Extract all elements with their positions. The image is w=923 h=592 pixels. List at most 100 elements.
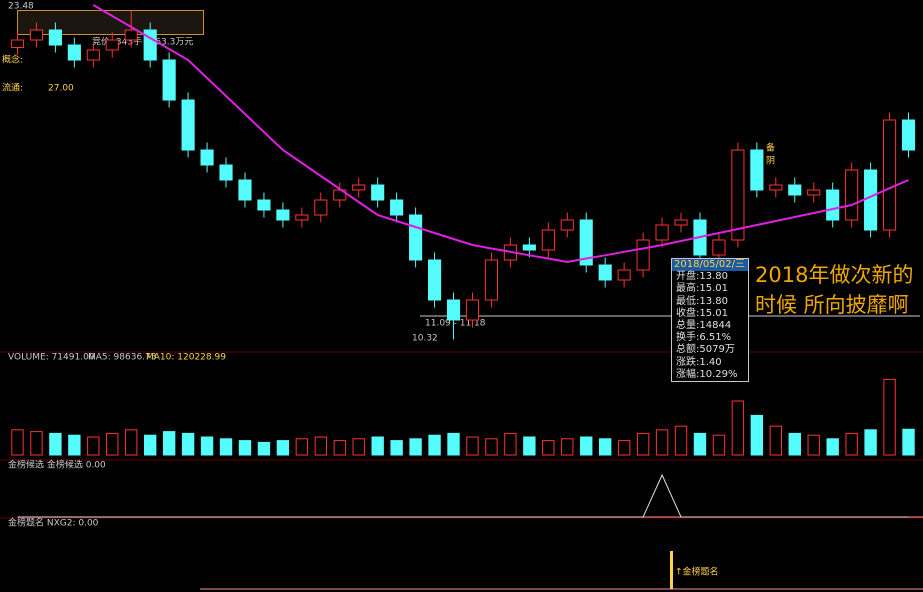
volume-bar	[599, 438, 612, 456]
mark-label: 备	[766, 142, 775, 154]
tooltip-row: 总量:14844	[676, 320, 732, 332]
tooltip-row: 最高:15.01	[676, 283, 728, 295]
candle-body	[314, 199, 328, 216]
tooltip-rows: 开盘:13.80 最高:15.01 最低:13.80 收盘:15.01 总量:14844…	[672, 271, 748, 381]
volume-bar	[333, 440, 346, 456]
candle-body	[352, 184, 366, 191]
candle-body	[124, 29, 138, 41]
volume-bar	[428, 434, 441, 456]
candle-body	[200, 149, 214, 166]
volume-header: MA10: 120228.99	[146, 353, 226, 363]
volume-bar	[219, 438, 233, 456]
low-label: 10.32	[412, 334, 438, 344]
volume-bar	[409, 438, 422, 456]
volume-bar	[466, 436, 479, 456]
signal-bar	[670, 551, 673, 589]
volume-bar	[826, 438, 839, 456]
candle-body	[67, 44, 81, 61]
candle-body	[617, 269, 631, 281]
volume-bar	[504, 432, 517, 456]
volume-bar	[352, 438, 365, 456]
panel-header: 金榜题名 NXG2: 0.00	[8, 517, 99, 529]
signal-line	[17, 473, 909, 518]
volume-bar	[523, 436, 536, 456]
volume-bar	[295, 438, 309, 456]
volume-bar	[712, 434, 726, 456]
mark-label: 阴	[766, 156, 775, 167]
concept-label: 概念:	[2, 54, 23, 66]
volume-bar	[181, 432, 195, 456]
float-label: 流通:	[2, 82, 23, 94]
candle-body	[276, 209, 290, 221]
volume-bar	[276, 440, 290, 456]
candle-body	[29, 29, 44, 41]
panel-header: 金榜候选 金榜候选 0.00	[8, 459, 106, 471]
volume-bar	[371, 436, 384, 456]
candle-body	[10, 39, 25, 48]
candle-body	[295, 214, 309, 221]
annotation: 时候 所向披靡啊	[755, 293, 909, 317]
candle-body	[143, 29, 157, 61]
candle-body	[162, 59, 176, 101]
candle-body	[238, 179, 252, 201]
tooltip-row: 开盘:13.80	[676, 271, 728, 283]
candle-body	[446, 299, 461, 321]
volume-bar	[30, 431, 43, 456]
candle-body	[105, 39, 119, 51]
volume-bar	[257, 441, 271, 456]
volume-bar	[693, 432, 707, 456]
candle-body	[845, 169, 859, 221]
tooltip-row: 总额:5079万	[676, 344, 735, 356]
candle-body	[882, 119, 897, 231]
candle-body	[807, 189, 821, 196]
ma-line	[92, 4, 909, 264]
candle-body	[712, 239, 726, 256]
candle-body	[655, 224, 669, 241]
candle-body	[769, 184, 783, 191]
volume-bar	[125, 429, 138, 456]
volume-bar	[162, 431, 176, 456]
candle-body	[371, 184, 385, 201]
volume-bar	[390, 440, 403, 456]
tooltip-row: 涨幅:10.29%	[676, 368, 738, 380]
range-label: 11.09 - 11.18	[425, 319, 486, 329]
candle-body	[731, 149, 745, 241]
volume-bar	[883, 378, 896, 456]
candle-body	[390, 199, 404, 216]
volume-bar	[655, 429, 669, 456]
volume-bar	[542, 440, 555, 456]
signal-text: ↑金榜题名	[675, 566, 719, 578]
candle-body	[465, 299, 480, 321]
volume-bar	[106, 432, 119, 456]
volume-bar	[788, 432, 801, 456]
candle-body	[579, 219, 593, 266]
volume-bar	[49, 432, 62, 456]
volume-bar	[636, 432, 650, 456]
volume-bar	[447, 432, 460, 456]
candle-body	[409, 214, 423, 261]
candle-body	[541, 229, 555, 251]
candle-body	[674, 219, 688, 226]
candle-body	[826, 189, 840, 221]
tooltip-row: 收盘:15.01	[676, 307, 728, 319]
volume-header: MA5: 98636.73	[88, 353, 156, 363]
float-value: 27.00	[48, 84, 74, 94]
candle-body	[864, 169, 878, 231]
volume-header: VOLUME: 71491.00	[8, 353, 95, 363]
tooltip-date: 2018/05/02/三	[672, 259, 748, 272]
volume-bar	[314, 436, 327, 456]
tooltip-row: 涨跌:1.40	[676, 356, 722, 368]
volume-bar	[580, 436, 593, 456]
volume-bar	[617, 440, 631, 456]
candle-body	[522, 244, 536, 251]
tooltip-row: 最低:13.80	[676, 295, 728, 307]
candle-body	[257, 199, 271, 211]
candle-body	[750, 149, 764, 191]
volume-bar	[144, 434, 157, 456]
candle-body	[484, 259, 499, 301]
volume-bar	[11, 429, 24, 456]
candle-body	[598, 264, 612, 281]
tooltip: 2018/05/02/三 开盘:13.80 最高:15.01 最低:13.80 收盘:…	[671, 258, 749, 383]
